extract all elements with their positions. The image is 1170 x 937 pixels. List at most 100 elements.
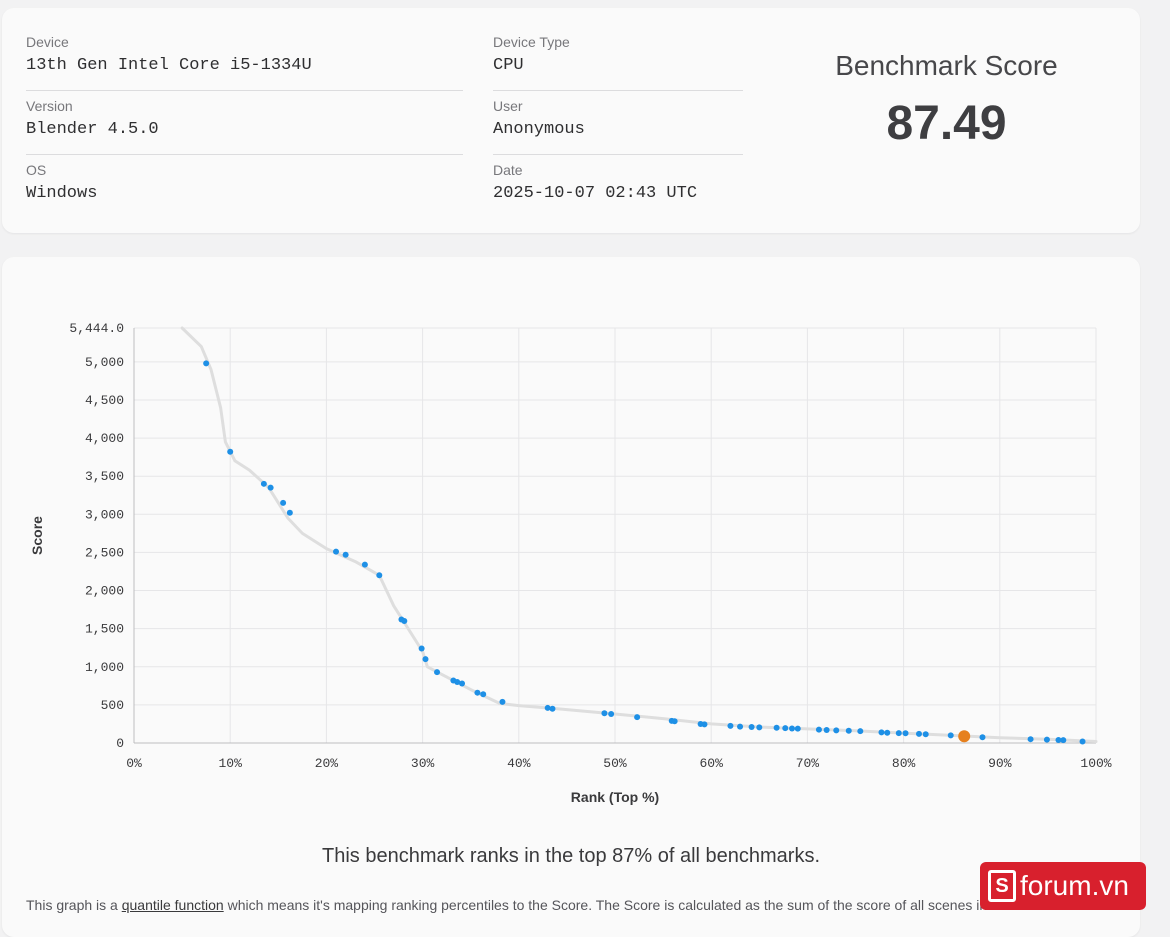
data-point	[1027, 736, 1034, 743]
version-field: Version Blender 4.5.0	[26, 98, 159, 139]
data-point	[1079, 738, 1086, 745]
data-point	[845, 727, 852, 734]
data-point	[203, 360, 210, 367]
data-point	[727, 722, 734, 729]
data-point	[267, 484, 274, 491]
y-tick-label: 4,500	[85, 393, 124, 408]
x-tick-label: 20%	[315, 756, 339, 771]
data-point	[459, 680, 466, 687]
data-point	[884, 729, 891, 736]
data-point	[280, 499, 287, 506]
user-field: User Anonymous	[493, 98, 585, 139]
data-point	[608, 711, 615, 718]
data-point	[878, 729, 885, 736]
x-tick-label: 60%	[699, 756, 723, 771]
data-point	[1060, 737, 1067, 744]
chart-card: 0% 10% 20% 30% 40% 50% 60% 70% 80% 90% 100% 5,444.0…	[2, 257, 1140, 937]
data-point	[544, 704, 551, 711]
device-label: Device	[26, 34, 69, 50]
divider	[493, 154, 743, 155]
data-point	[922, 731, 929, 738]
data-point	[401, 618, 408, 625]
date-field: Date 2025-10-07 02:43 UTC	[493, 162, 697, 203]
data-points	[203, 360, 1086, 745]
quantile-curve	[180, 326, 1098, 743]
current-benchmark-point	[958, 730, 971, 743]
y-tick-label: 4,000	[85, 431, 124, 446]
device-type-field: Device Type CPU	[493, 34, 570, 75]
data-point	[361, 561, 368, 568]
data-point	[902, 730, 909, 737]
data-point	[857, 728, 864, 735]
data-point	[434, 669, 441, 676]
data-point	[422, 656, 429, 663]
data-point	[773, 724, 780, 731]
data-point	[474, 689, 481, 696]
user-value: Anonymous	[493, 120, 585, 139]
data-point	[833, 727, 840, 734]
y-tick-label: 3,000	[85, 507, 124, 522]
data-point	[342, 551, 349, 558]
device-type-label: Device Type	[493, 34, 570, 50]
y-tick-label: 0	[116, 736, 124, 751]
user-label: User	[493, 98, 523, 114]
chart-axes: 0% 10% 20% 30% 40% 50% 60% 70% 80% 90% 100% 5,444.0…	[69, 321, 1111, 771]
x-tick-label: 30%	[411, 756, 435, 771]
data-point	[376, 572, 383, 579]
data-point	[782, 725, 789, 732]
x-tick-label: 90%	[988, 756, 1012, 771]
data-point	[671, 718, 678, 725]
os-label: OS	[26, 162, 47, 178]
sforum-watermark: S forum.vn	[980, 862, 1146, 910]
y-tick-label: 3,500	[85, 469, 124, 484]
quantile-function-link[interactable]: quantile function	[121, 897, 224, 913]
data-point	[549, 705, 556, 712]
sforum-logo-icon: S	[988, 870, 1016, 902]
x-tick-label: 10%	[218, 756, 242, 771]
date-label: Date	[493, 162, 523, 178]
data-point	[480, 691, 487, 698]
quantile-chart: 0% 10% 20% 30% 40% 50% 60% 70% 80% 90% 100% 5,444.0…	[29, 321, 1112, 805]
x-tick-label: 70%	[796, 756, 820, 771]
explanation-prefix: This graph is a	[26, 897, 122, 913]
device-value: 13th Gen Intel Core i5-1334U	[26, 56, 312, 75]
data-point	[601, 710, 608, 717]
data-point	[979, 734, 986, 741]
device-type-value: CPU	[493, 56, 524, 75]
x-axis-label: Rank (Top %)	[571, 789, 659, 805]
device-info-card: Device 13th Gen Intel Core i5-1334U Vers…	[2, 8, 1140, 233]
x-tick-label: 80%	[892, 756, 916, 771]
y-tick-label: 500	[101, 698, 124, 713]
benchmark-score-value: 87.49	[886, 97, 1007, 150]
os-field: OS Windows	[26, 162, 97, 203]
data-point	[756, 724, 763, 731]
explanation-suffix: which means it's mapping ranking percent…	[223, 897, 1011, 913]
data-point	[895, 730, 902, 737]
data-point	[418, 645, 425, 652]
chart-grid	[133, 327, 1097, 744]
data-point	[701, 721, 708, 728]
y-tick-label: 5,000	[85, 355, 124, 370]
x-tick-label: 50%	[603, 756, 627, 771]
data-point	[499, 698, 506, 705]
x-tick-label: 0%	[126, 756, 142, 771]
data-point	[789, 725, 796, 732]
explanation-text: This graph is a quantile function which …	[26, 897, 1126, 913]
version-label: Version	[26, 98, 73, 114]
data-point	[286, 509, 293, 516]
rank-sentence: This benchmark ranks in the top 87% of a…	[321, 845, 821, 867]
divider	[493, 90, 743, 91]
data-point	[748, 723, 755, 730]
data-point	[1055, 736, 1062, 743]
data-point	[737, 723, 744, 730]
data-point	[823, 727, 830, 734]
x-tick-label: 100%	[1080, 756, 1111, 771]
y-tick-label: 2,500	[85, 545, 124, 560]
data-point	[227, 448, 234, 455]
os-value: Windows	[26, 184, 98, 203]
x-tick-label: 40%	[507, 756, 531, 771]
data-point	[333, 548, 340, 555]
y-tick-label: 1,000	[85, 660, 124, 675]
divider	[26, 90, 463, 91]
data-point	[947, 732, 954, 739]
